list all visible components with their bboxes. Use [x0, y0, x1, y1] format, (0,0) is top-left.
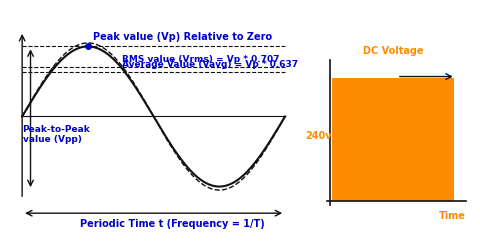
Text: DC Voltage: DC Voltage: [363, 46, 424, 56]
Text: Average Value (Vavg) = Vp * 0.637: Average Value (Vavg) = Vp * 0.637: [122, 60, 298, 69]
Text: Peak-to-Peak
value (Vpp): Peak-to-Peak value (Vpp): [23, 125, 90, 144]
Text: RMS value (Vrms) = Vp * 0.707: RMS value (Vrms) = Vp * 0.707: [122, 55, 279, 64]
Text: Peak value (Vp) Relative to Zero: Peak value (Vp) Relative to Zero: [93, 32, 272, 42]
Text: Periodic Time t (Frequency = 1/T): Periodic Time t (Frequency = 1/T): [80, 219, 265, 229]
Text: 240v: 240v: [305, 132, 332, 141]
Text: Time: Time: [439, 211, 466, 221]
